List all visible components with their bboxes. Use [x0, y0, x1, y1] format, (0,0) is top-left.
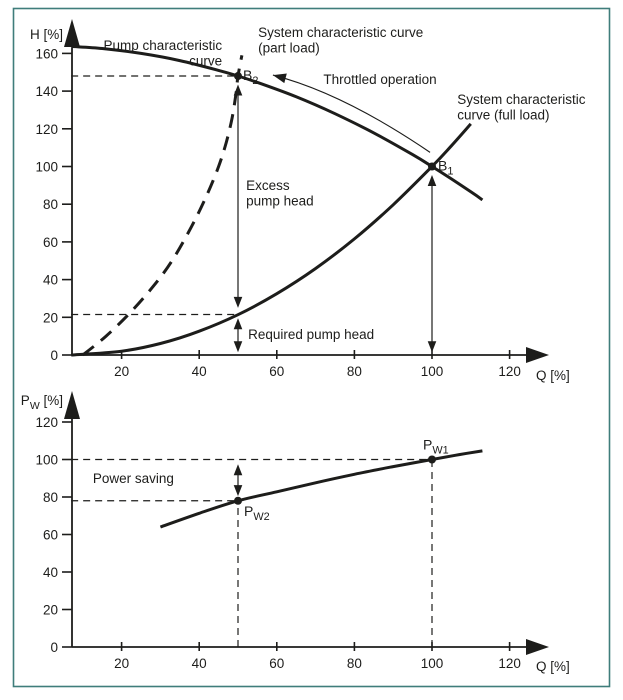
- excess-head-label-line-1: Excess: [246, 178, 290, 193]
- power-flow-x-axis-arrow: [526, 639, 549, 655]
- power-flow-x-tick-label: 60: [269, 656, 284, 671]
- power-saving-arrow-head-down: [233, 485, 243, 497]
- pump-curve-label-line-2: curve: [189, 54, 222, 69]
- part-load-label-line-2: (part load): [258, 41, 320, 56]
- power-flow-x-tick-label: 40: [192, 656, 207, 671]
- head-flow-y-tick-label: 160: [35, 46, 58, 61]
- power-flow-y-axis-label: PW [%]: [21, 393, 63, 412]
- head-flow-y-tick-label: 40: [43, 273, 58, 288]
- head-flow-x-axis-label: Q [%]: [536, 368, 570, 383]
- system-curve-part-load: [81, 54, 244, 357]
- system-curve-full-load: [71, 122, 472, 357]
- head-flow-y-tick-label: 20: [43, 310, 58, 325]
- point-marker-PW2: [234, 496, 242, 505]
- required-head-arrow-head-down: [233, 341, 243, 353]
- power-flow-x-axis-label: Q [%]: [536, 659, 570, 674]
- power-flow-y-tick-label: 80: [43, 490, 58, 505]
- throttled-label: Throttled operation: [323, 72, 436, 87]
- pump-curve: [71, 44, 484, 202]
- point-label-B2: B2: [243, 67, 258, 87]
- pump-curve-label-line-1: Pump characteristic: [104, 38, 223, 53]
- power-flow-x-tick-label: 120: [498, 656, 521, 671]
- head-flow-x-tick-label: 60: [269, 364, 284, 379]
- power-input-curve: [159, 449, 483, 529]
- power-flow-y-axis-arrow: [64, 391, 80, 419]
- power-flow-y-tick-label: 100: [35, 453, 58, 468]
- head-flow-y-axis-arrow: [64, 19, 80, 47]
- head-flow-x-tick-label: 20: [114, 364, 129, 379]
- part-load-label-line-1: System characteristic curve: [258, 25, 423, 40]
- full-load-label-line-2: curve (full load): [457, 107, 549, 122]
- b1-flow-arrow-head-down: [427, 341, 437, 353]
- point-marker-PW1: [428, 455, 436, 464]
- head-flow-x-tick-label: 120: [498, 364, 521, 379]
- power-flow-y-tick-label: 20: [43, 603, 58, 618]
- excess-head-arrow-head-down: [233, 296, 243, 308]
- power-flow-y-tick-label: 60: [43, 528, 58, 543]
- power-flow-x-tick-label: 100: [421, 656, 444, 671]
- head-flow-y-tick-label: 140: [35, 84, 58, 99]
- power-saving-arrow-head-up: [233, 464, 243, 476]
- point-marker-B1: [428, 162, 436, 171]
- head-flow-x-tick-label: 40: [192, 364, 207, 379]
- power-flow-x-tick-label: 80: [347, 656, 362, 671]
- head-flow-y-axis-label: H [%]: [30, 27, 63, 42]
- required-head-arrow-head-up: [233, 318, 243, 330]
- throttled-arrow-head: [272, 73, 287, 84]
- excess-head-arrow-head-up: [233, 84, 243, 96]
- head-flow-x-tick-label: 100: [421, 364, 444, 379]
- power-saving-label: Power saving: [93, 471, 174, 486]
- head-flow-y-tick-label: 100: [35, 160, 58, 175]
- throttled-arrow: [272, 74, 431, 153]
- required-head-label: Required pump head: [248, 327, 374, 342]
- head-flow-y-tick-label: 0: [50, 348, 58, 363]
- power-flow-x-tick-label: 20: [114, 656, 129, 671]
- full-load-label-line-1: System characteristic: [457, 92, 586, 107]
- point-label-PW2: PW2: [244, 503, 270, 523]
- b1-flow-arrow-head-up: [427, 175, 437, 186]
- head-flow-x-tick-label: 80: [347, 364, 362, 379]
- head-flow-x-axis-arrow: [526, 347, 549, 363]
- figure-border: [12, 7, 611, 688]
- head-flow-y-tick-label: 120: [35, 122, 58, 137]
- power-flow-y-tick-label: 120: [35, 415, 58, 430]
- power-flow-y-tick-label: 0: [50, 640, 58, 655]
- point-label-B1: B1: [438, 158, 453, 178]
- head-flow-y-tick-label: 60: [43, 235, 58, 250]
- point-label-PW1: PW1: [423, 437, 449, 457]
- point-marker-B2: [234, 72, 242, 81]
- power-flow-y-tick-label: 40: [43, 565, 58, 580]
- excess-head-label-line-2: pump head: [246, 194, 314, 209]
- head-flow-y-tick-label: 80: [43, 197, 58, 212]
